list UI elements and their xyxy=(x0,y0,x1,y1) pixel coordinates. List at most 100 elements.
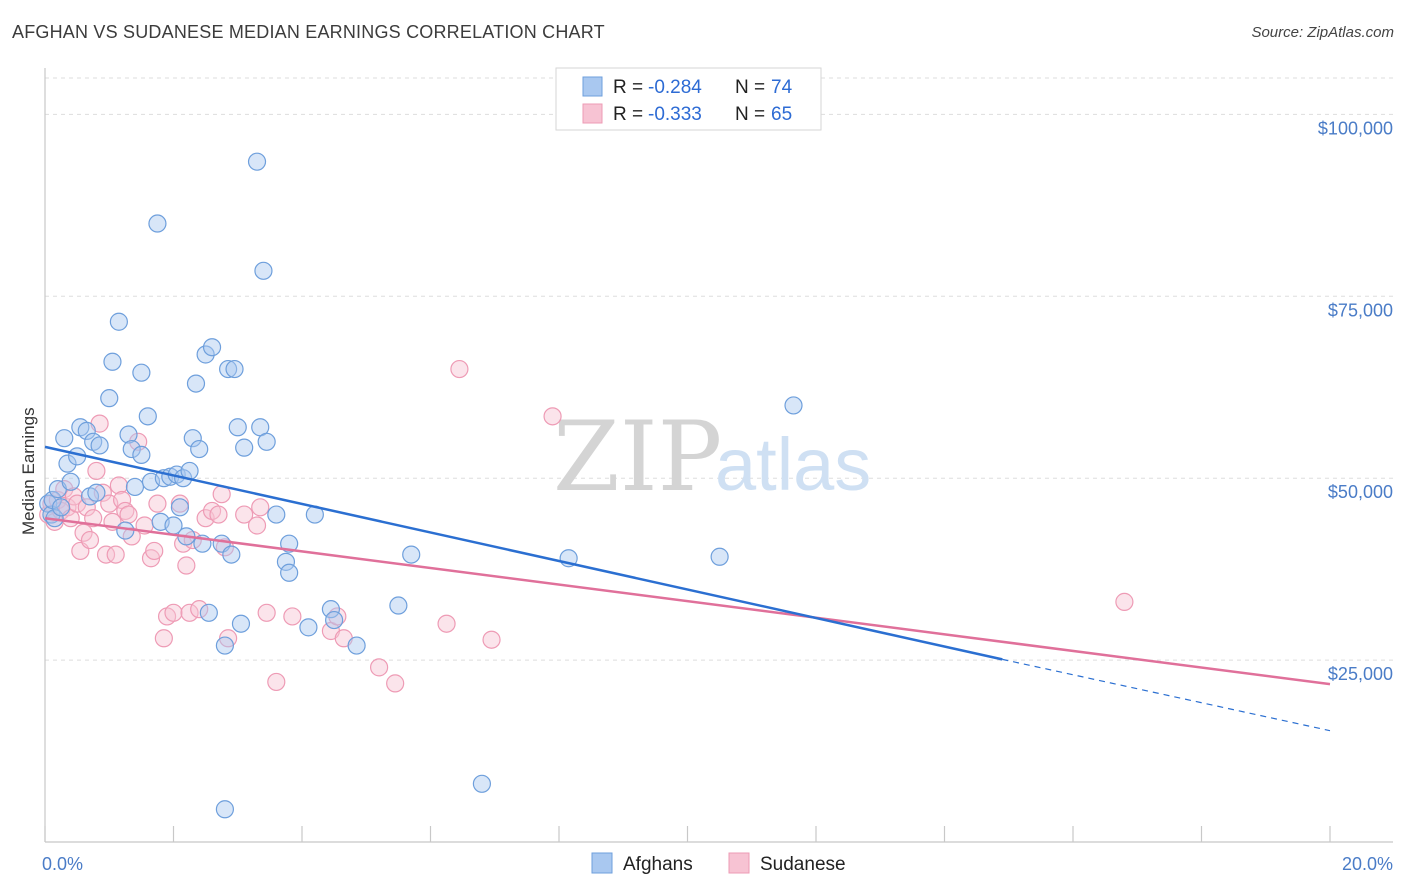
afghan-point-46 xyxy=(215,800,234,819)
sudanese-point-32 xyxy=(154,629,173,648)
afghan-point-65 xyxy=(347,636,366,655)
sudanese-point-60 xyxy=(482,630,501,649)
afghan-point-15 xyxy=(90,436,109,455)
bottom-legend: Afghans Sudanese xyxy=(591,852,846,875)
afghan-point-37 xyxy=(183,429,202,448)
sudanese-point-50 xyxy=(257,603,276,622)
afghan-point-22 xyxy=(125,477,145,497)
sudanese-point-25 xyxy=(119,505,138,524)
afghan-point-61 xyxy=(299,618,318,637)
bottom-legend-swatch-sudanese xyxy=(728,852,750,874)
legend-swatch-sudanese xyxy=(582,103,603,124)
sudanese-point-56 xyxy=(370,658,389,677)
afghan-point-64 xyxy=(325,610,344,630)
afghan-point-51 xyxy=(231,614,251,633)
sudanese-point-22 xyxy=(109,476,128,495)
afghan-point-25 xyxy=(138,407,157,426)
afghan-point-24 xyxy=(132,363,151,382)
afghan-point-8 xyxy=(61,472,80,491)
sudanese-point-21 xyxy=(106,545,125,564)
y-tick-label-0: $25,000 xyxy=(1328,664,1393,684)
afghan-point-52 xyxy=(235,438,254,457)
afghan-point-49 xyxy=(225,359,244,379)
legend-r-value-sudanese: -0.333 xyxy=(648,104,702,125)
afghan-point-14 xyxy=(87,483,106,502)
afghan-trend-extension xyxy=(1002,658,1331,732)
afghan-point-71 xyxy=(784,396,803,415)
afghan-point-48 xyxy=(222,545,241,564)
bottom-legend-sudanese: Sudanese xyxy=(760,854,846,875)
afghan-point-11 xyxy=(77,421,96,440)
afghan-point-7 xyxy=(58,454,77,473)
afghan-point-16 xyxy=(100,389,119,408)
sudanese-point-59 xyxy=(450,359,469,379)
afghan-point-66 xyxy=(389,596,408,615)
afghan-point-27 xyxy=(148,214,167,233)
sudanese-point-38 xyxy=(180,603,199,622)
chart-title: AFGHAN VS SUDANESE MEDIAN EARNINGS CORRE… xyxy=(12,22,605,42)
afghan-point-17 xyxy=(103,352,122,371)
top-legend: R = -0.284 N = 74 R = -0.333 N = 65 xyxy=(555,67,822,131)
sudanese-point-30 xyxy=(145,541,164,561)
y-tick-labels: $25,000 $50,000 $75,000 $100,000 xyxy=(1318,118,1393,684)
afghan-point-21 xyxy=(122,439,141,459)
watermark: ZIP atlas xyxy=(553,401,871,513)
sudanese-point-37 xyxy=(177,556,196,575)
bottom-legend-afghans: Afghans xyxy=(623,854,693,875)
legend-n-label-afghans: N = xyxy=(735,77,765,98)
afghan-point-45 xyxy=(215,636,234,655)
afghan-point-63 xyxy=(321,600,341,619)
afghan-points xyxy=(39,152,803,819)
x-tick-label-1: 20.0% xyxy=(1342,854,1393,874)
afghan-point-20 xyxy=(119,425,138,444)
sudanese-point-34 xyxy=(164,603,183,622)
afghan-point-41 xyxy=(196,345,215,364)
afghan-point-58 xyxy=(276,552,296,571)
sudanese-point-49 xyxy=(251,498,270,517)
afghan-trend-line xyxy=(44,445,1003,661)
chart-source: Source: ZipAtlas.com xyxy=(1251,24,1394,41)
afghan-point-70 xyxy=(710,547,729,566)
sudanese-point-15 xyxy=(87,461,106,481)
axes xyxy=(44,68,1393,843)
afghan-point-18 xyxy=(109,312,128,331)
sudanese-point-57 xyxy=(386,674,405,693)
afghan-point-6 xyxy=(55,429,74,448)
afghan-point-43 xyxy=(202,338,222,357)
legend-n-value-afghans: 74 xyxy=(771,77,793,98)
x-tick-labels: 0.0% 20.0% xyxy=(42,854,1393,874)
sudanese-point-6 xyxy=(58,498,77,517)
afghan-point-50 xyxy=(228,418,247,437)
sudanese-point-12 xyxy=(77,498,96,517)
legend-swatch-afghans xyxy=(582,76,603,97)
sudanese-point-62 xyxy=(1115,592,1134,611)
y-tick-label-1: $50,000 xyxy=(1328,482,1393,502)
afghan-point-59 xyxy=(280,563,299,582)
sudanese-point-58 xyxy=(437,614,456,633)
sudanese-trend-line xyxy=(44,516,1331,686)
watermark-zip: ZIP xyxy=(553,401,722,513)
x-tick-label-0: 0.0% xyxy=(42,854,83,874)
sudanese-point-18 xyxy=(96,545,116,564)
sudanese-point-40 xyxy=(190,600,209,619)
sudanese-point-47 xyxy=(235,505,254,524)
y-tick-label-2: $75,000 xyxy=(1328,300,1393,320)
afghan-point-42 xyxy=(199,603,218,622)
afghan-point-55 xyxy=(254,261,273,280)
afghan-point-56 xyxy=(257,432,276,451)
legend-r-value-afghans: -0.284 xyxy=(648,77,702,98)
legend-n-label-sudanese: N = xyxy=(735,104,765,125)
afghan-point-53 xyxy=(247,152,267,171)
afghan-point-5 xyxy=(51,498,71,517)
afghan-point-33 xyxy=(170,498,190,517)
watermark-atlas: atlas xyxy=(715,423,871,506)
afghan-point-38 xyxy=(186,374,206,393)
sudanese-point-61 xyxy=(543,407,562,426)
y-axis-label: Median Earnings xyxy=(19,407,38,535)
legend-r-label-sudanese: R = xyxy=(613,104,643,125)
sudanese-point-48 xyxy=(247,516,267,535)
afghan-point-23 xyxy=(132,445,151,465)
sudanese-point-52 xyxy=(283,607,302,626)
grid-lines xyxy=(45,77,1393,661)
